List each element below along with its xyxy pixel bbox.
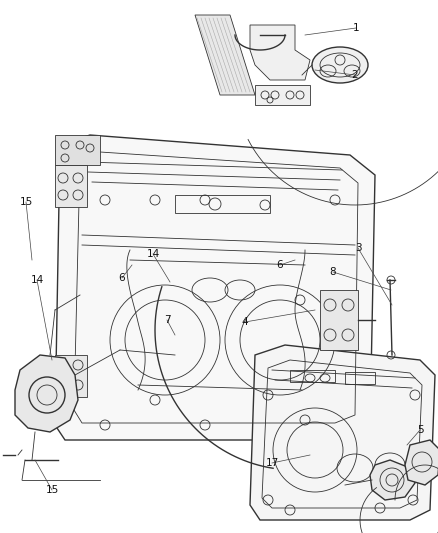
Text: 14: 14 [30, 275, 44, 285]
Bar [175, 195, 270, 213]
Text: 15: 15 [46, 485, 59, 495]
Ellipse shape [312, 47, 368, 83]
Bar [345, 372, 375, 384]
Polygon shape [195, 15, 255, 95]
Text: 7: 7 [164, 315, 170, 325]
Text: 6: 6 [119, 273, 125, 283]
Text: 14: 14 [146, 249, 159, 259]
Bar [55, 165, 87, 207]
Polygon shape [55, 135, 375, 440]
Bar [290, 370, 335, 382]
Text: 1: 1 [353, 23, 359, 33]
Text: 15: 15 [19, 197, 32, 207]
Text: 3: 3 [355, 243, 361, 253]
Text: 6: 6 [277, 260, 283, 270]
Polygon shape [370, 460, 415, 500]
Text: 5: 5 [417, 425, 423, 435]
Polygon shape [405, 440, 438, 485]
Bar [55, 355, 87, 397]
Polygon shape [250, 25, 310, 80]
Text: 8: 8 [330, 267, 336, 277]
Polygon shape [15, 355, 78, 432]
Bar [320, 290, 358, 350]
Bar [55, 135, 100, 165]
Text: 4: 4 [242, 317, 248, 327]
Text: 17: 17 [265, 458, 279, 468]
Bar [255, 85, 310, 105]
Polygon shape [250, 345, 435, 520]
Text: 2: 2 [352, 70, 358, 80]
